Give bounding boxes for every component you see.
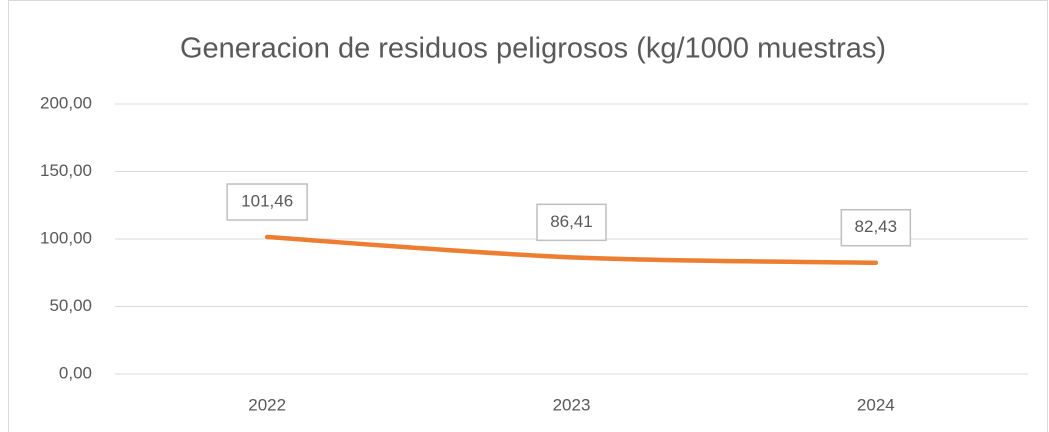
y-tick-label: 150,00 [40, 161, 92, 180]
y-tick-label: 200,00 [40, 93, 92, 112]
y-tick-label: 0,00 [59, 363, 92, 382]
data-label-box [226, 183, 308, 221]
data-label: 101,46 [241, 192, 293, 211]
x-tick-label: 2022 [248, 395, 286, 414]
x-tick-label: 2024 [857, 395, 895, 414]
series-line [264, 234, 879, 265]
x-tick-label: 2023 [553, 395, 591, 414]
chart-title: Generacion de residuos peligrosos (kg/10… [180, 33, 886, 65]
data-label: 82,43 [855, 217, 898, 236]
y-tick-label: 100,00 [40, 228, 92, 247]
data-label-box [840, 208, 912, 247]
y-tick-label: 50,00 [49, 296, 92, 315]
data-label: 86,41 [550, 212, 593, 231]
data-label-box [536, 203, 607, 242]
